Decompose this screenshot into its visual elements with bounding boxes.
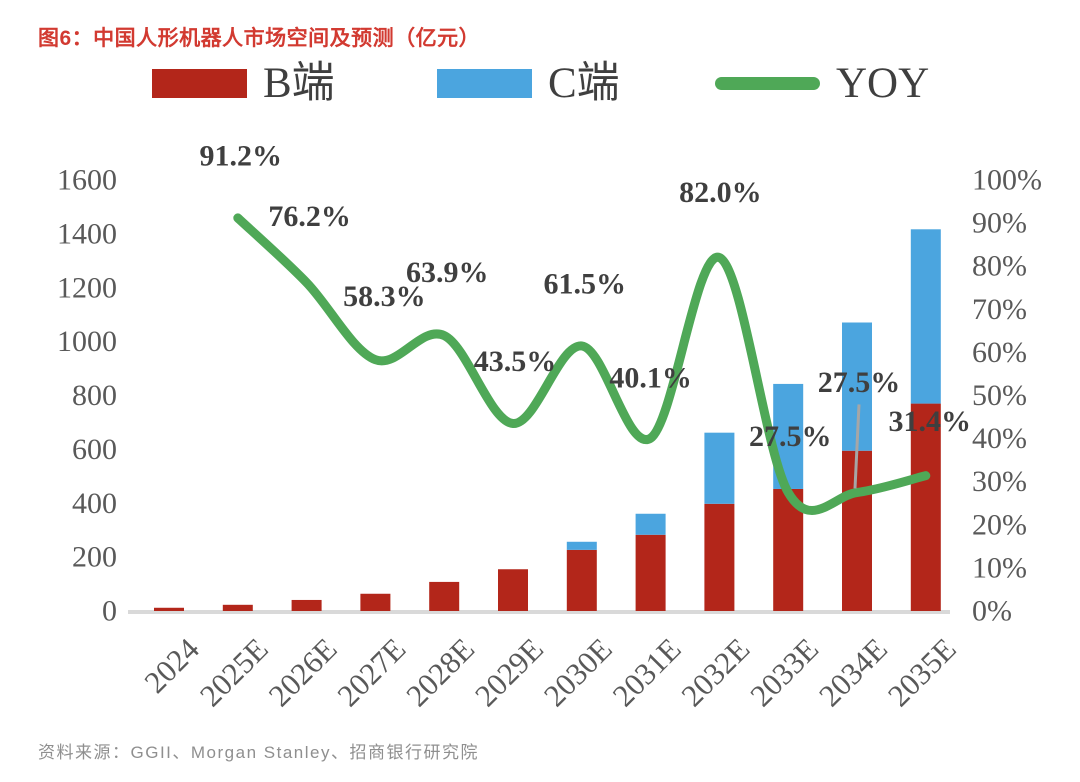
x-axis-label: 2026E [262, 631, 344, 713]
yoy-curve [233, 213, 931, 515]
yoy-point-label: 40.1% [609, 362, 692, 395]
yoy-point-label: 27.5% [818, 366, 901, 399]
left-axis-tick-label: 1200 [57, 271, 117, 304]
right-axis-tick-label: 60% [972, 336, 1027, 369]
bar-b-segment [566, 549, 597, 611]
yoy-point-label: 82.0% [679, 176, 762, 209]
x-axis-label: 2033E [743, 631, 825, 713]
bar-b-segment [498, 569, 528, 611]
right-axis-tick-label: 50% [972, 379, 1027, 412]
legend-item-c-side: C端 [437, 58, 620, 108]
x-axis-label: 2025E [193, 631, 275, 713]
x-axis-label: 2028E [399, 631, 481, 713]
left-axis-tick-label: 0 [102, 595, 117, 628]
source-note: 资料来源：GGII、Morgan Stanley、招商银行研究院 [38, 743, 479, 762]
legend-label: C端 [548, 59, 620, 107]
label-leader-line [853, 404, 861, 489]
left-axis-tick-label: 800 [72, 379, 117, 412]
yoy-point-label: 58.3% [343, 280, 426, 313]
left-axis-tick-label: 1600 [57, 164, 117, 197]
left-axis-tick-label: 1400 [57, 217, 117, 250]
yoy-point-label: 27.5% [749, 420, 832, 453]
x-axis-label: 2034E [812, 631, 894, 713]
legend-item-yoy: YOY [715, 58, 929, 108]
right-axis-tick-label: 90% [972, 207, 1027, 240]
bar-b-segment [910, 403, 941, 611]
yoy-line-swatch-icon [715, 76, 820, 90]
yoy-point-label: 63.9% [406, 256, 489, 289]
bar-b-segment [154, 607, 184, 611]
right-axis-tick-label: 80% [972, 250, 1027, 283]
c-series-swatch-icon [437, 68, 532, 98]
right-axis-tick-label: 40% [972, 422, 1027, 455]
yoy-point-label: 61.5% [544, 267, 627, 300]
bar-c-segment [566, 541, 597, 550]
right-axis-tick-label: 100% [972, 164, 1042, 197]
figure-title: 图6：中国人形机器人市场空间及预测（亿元） [38, 27, 481, 50]
bar-b-segment [291, 599, 322, 611]
yoy-point-label: 31.4% [889, 405, 972, 438]
x-axis-label: 2035E [881, 631, 963, 713]
left-axis-tick-label: 200 [72, 541, 117, 574]
bar-c-segment [635, 513, 666, 535]
right-axis-tick-label: 20% [972, 508, 1027, 541]
x-axis-label: 2030E [537, 631, 619, 713]
yoy-point-label: 91.2% [200, 139, 283, 172]
bar-b-segment [360, 593, 391, 611]
legend-label: B端 [263, 59, 335, 107]
right-axis-tick-label: 30% [972, 465, 1027, 498]
bar-c-segment [704, 432, 735, 504]
left-axis-tick-label: 400 [72, 487, 117, 520]
b-series-swatch-icon [152, 68, 247, 98]
bar-b-segment [222, 604, 253, 611]
bar-b-segment [635, 534, 666, 611]
chart-legend: B端 C端 YOY [0, 58, 1080, 108]
right-axis-tick-label: 0% [972, 595, 1012, 628]
x-axis-label: 2029E [468, 631, 550, 713]
legend-label: YOY [836, 59, 930, 107]
bar-b-segment [429, 581, 460, 611]
yoy-point-label: 43.5% [474, 345, 557, 378]
right-axis-tick-label: 10% [972, 551, 1027, 584]
x-axis-label: 2027E [330, 631, 412, 713]
right-axis-tick-label: 70% [972, 293, 1027, 326]
left-axis-tick-label: 1000 [57, 325, 117, 358]
legend-item-b-side: B端 [152, 58, 335, 108]
bar-c-segment [910, 229, 941, 404]
yoy-point-label: 76.2% [268, 200, 351, 233]
x-axis-label: 2031E [606, 631, 688, 713]
x-axis-label: 2032E [674, 631, 756, 713]
left-axis-tick-label: 600 [72, 433, 117, 466]
bar-b-segment [704, 503, 735, 611]
